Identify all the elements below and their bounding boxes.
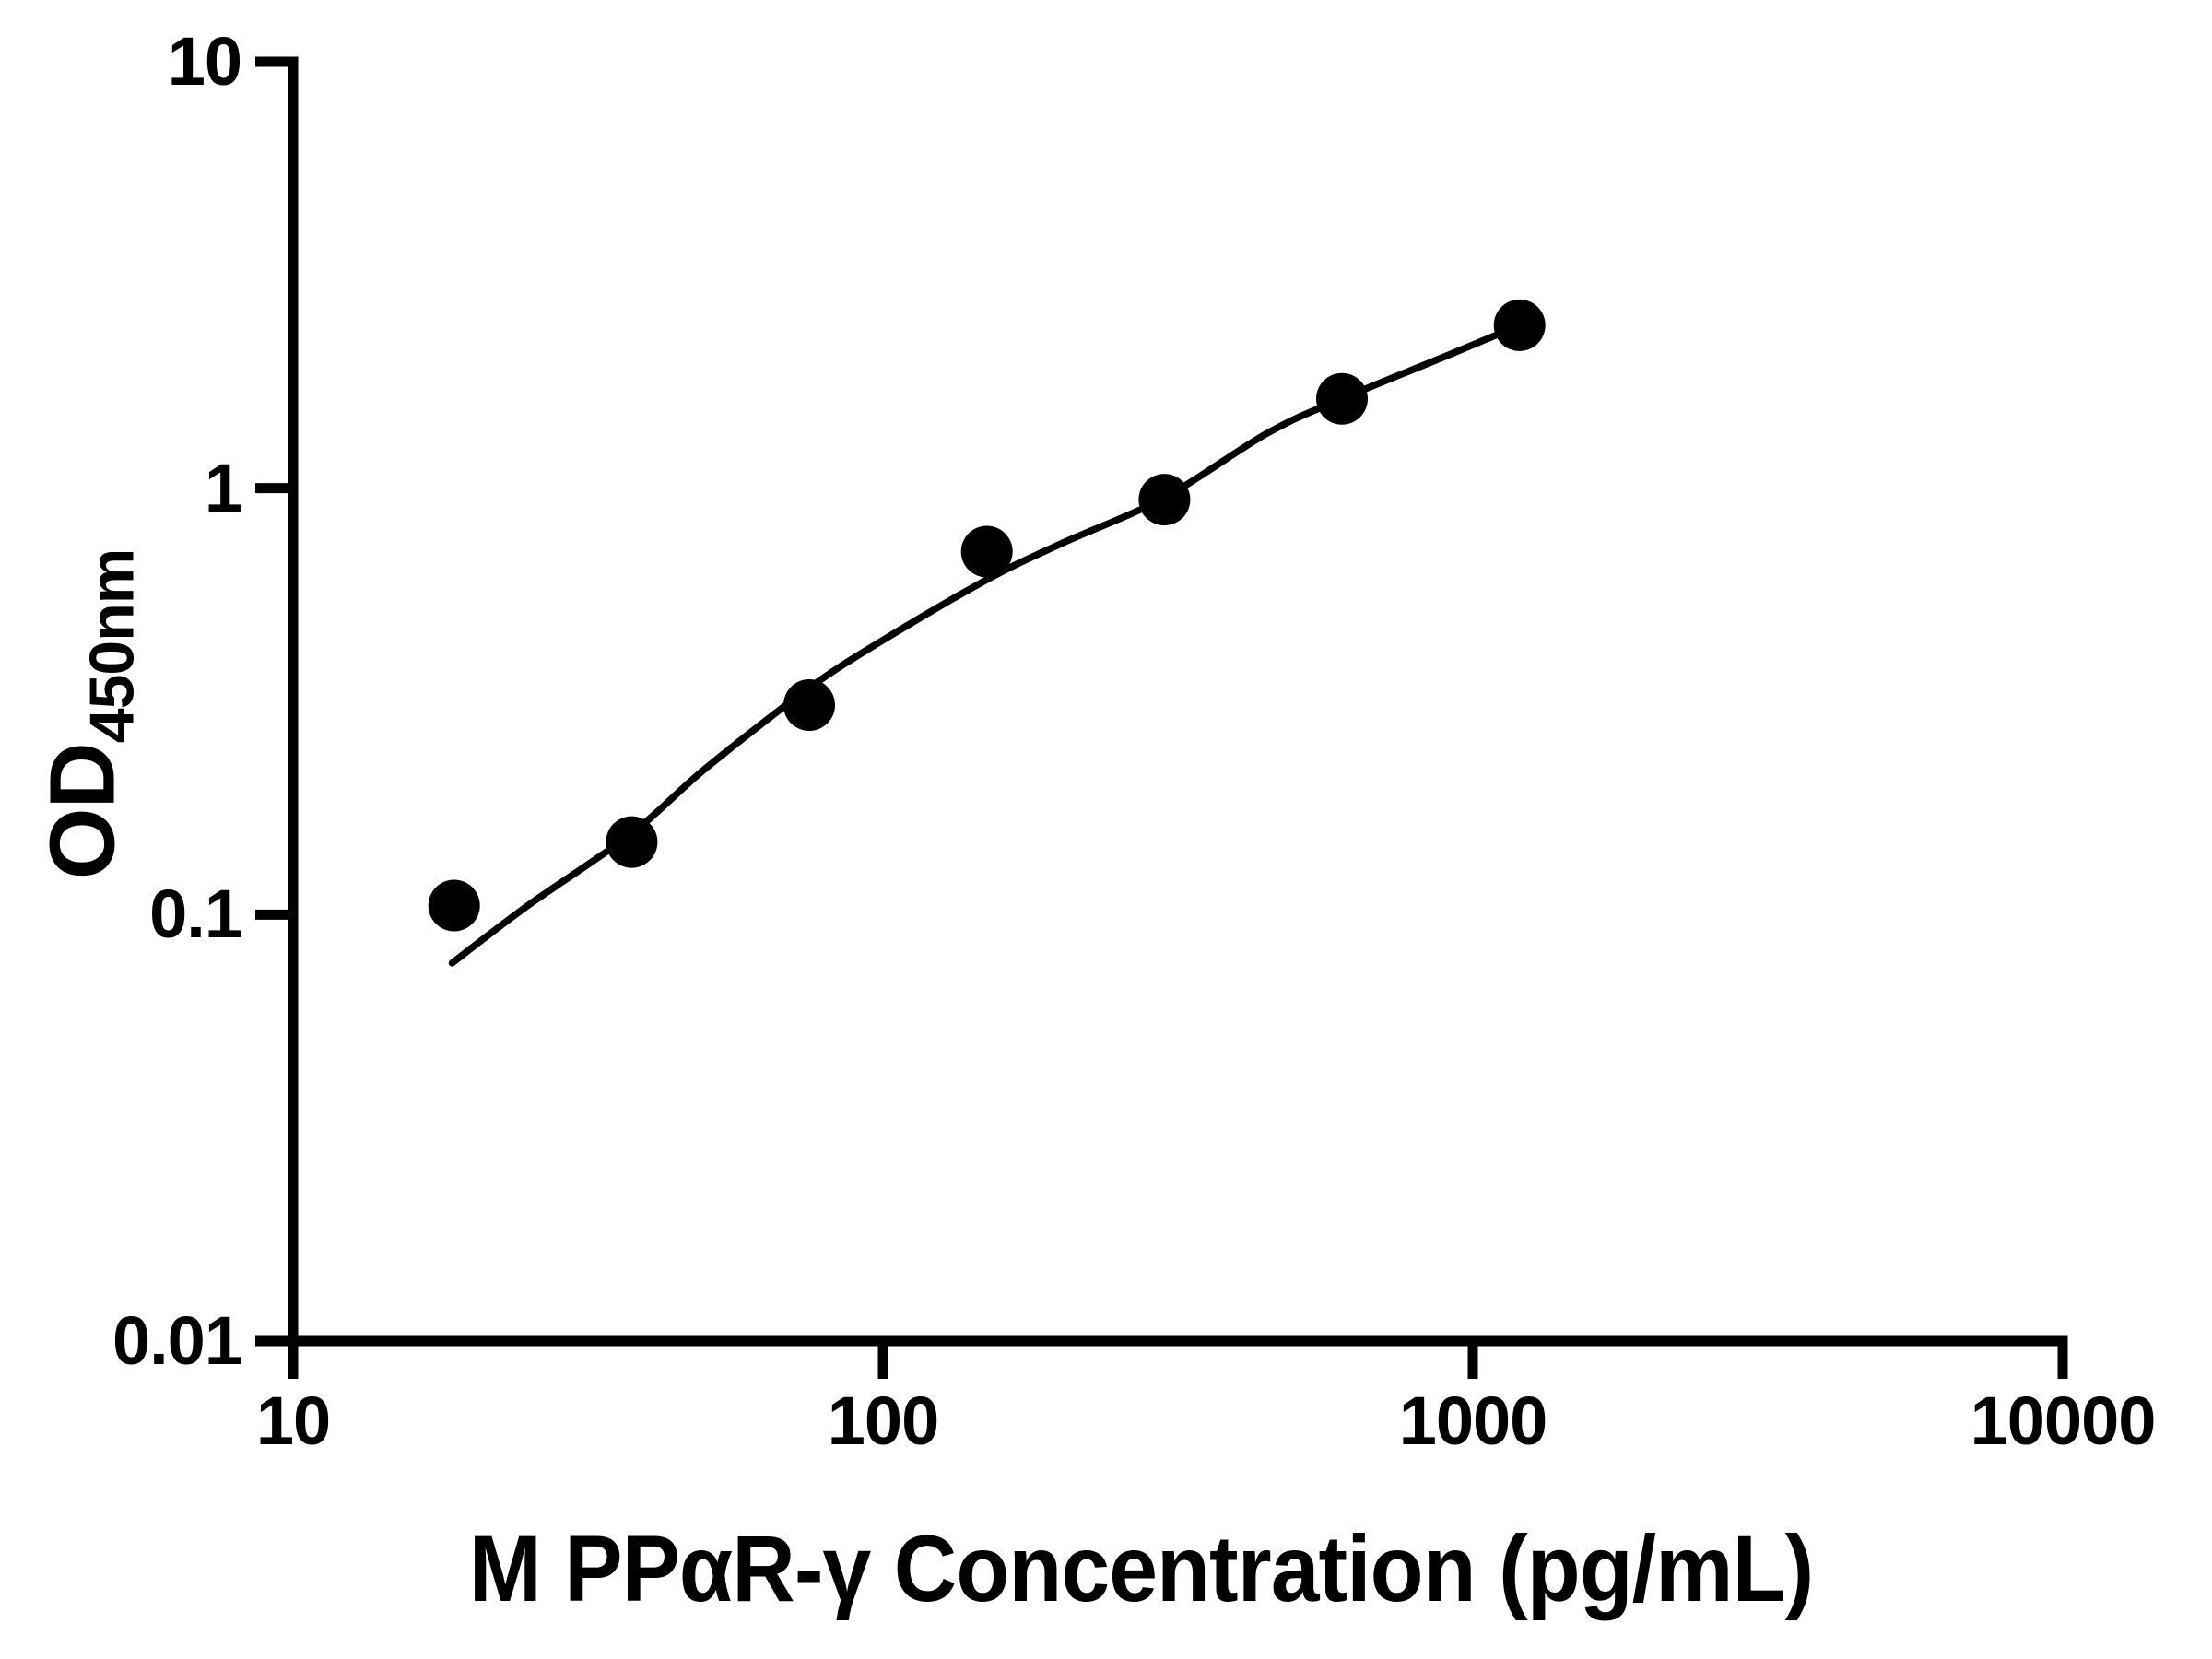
y-tick-label-10: 10	[167, 23, 242, 100]
y-axis-title: OD450nm	[30, 549, 147, 880]
x-tick-label-10: 10	[255, 1382, 331, 1459]
y-tick-label-1: 1	[204, 449, 242, 526]
x-tick-label-100: 100	[827, 1382, 939, 1459]
data-point-6	[1316, 372, 1368, 425]
x-tick-label-1000: 1000	[1398, 1382, 1548, 1459]
y-axis-title-subscript: 450nm	[76, 548, 147, 744]
y-axis-title-text: OD	[30, 743, 135, 880]
x-tick-label-10000: 10000	[1970, 1382, 2157, 1459]
y-tick-label-0.01: 0.01	[112, 1302, 242, 1379]
data-point-3	[783, 679, 835, 731]
y-tick-label-0.1: 0.1	[149, 876, 242, 953]
data-point-1	[428, 879, 480, 932]
x-axis-title: M PPαR-γ Concentration (pg/mL)	[468, 1516, 1814, 1621]
data-point-4	[960, 525, 1013, 578]
data-point-2	[606, 816, 658, 868]
fit-curve	[448, 322, 1524, 967]
data-point-5	[1138, 474, 1191, 526]
data-point-7	[1493, 299, 1546, 351]
